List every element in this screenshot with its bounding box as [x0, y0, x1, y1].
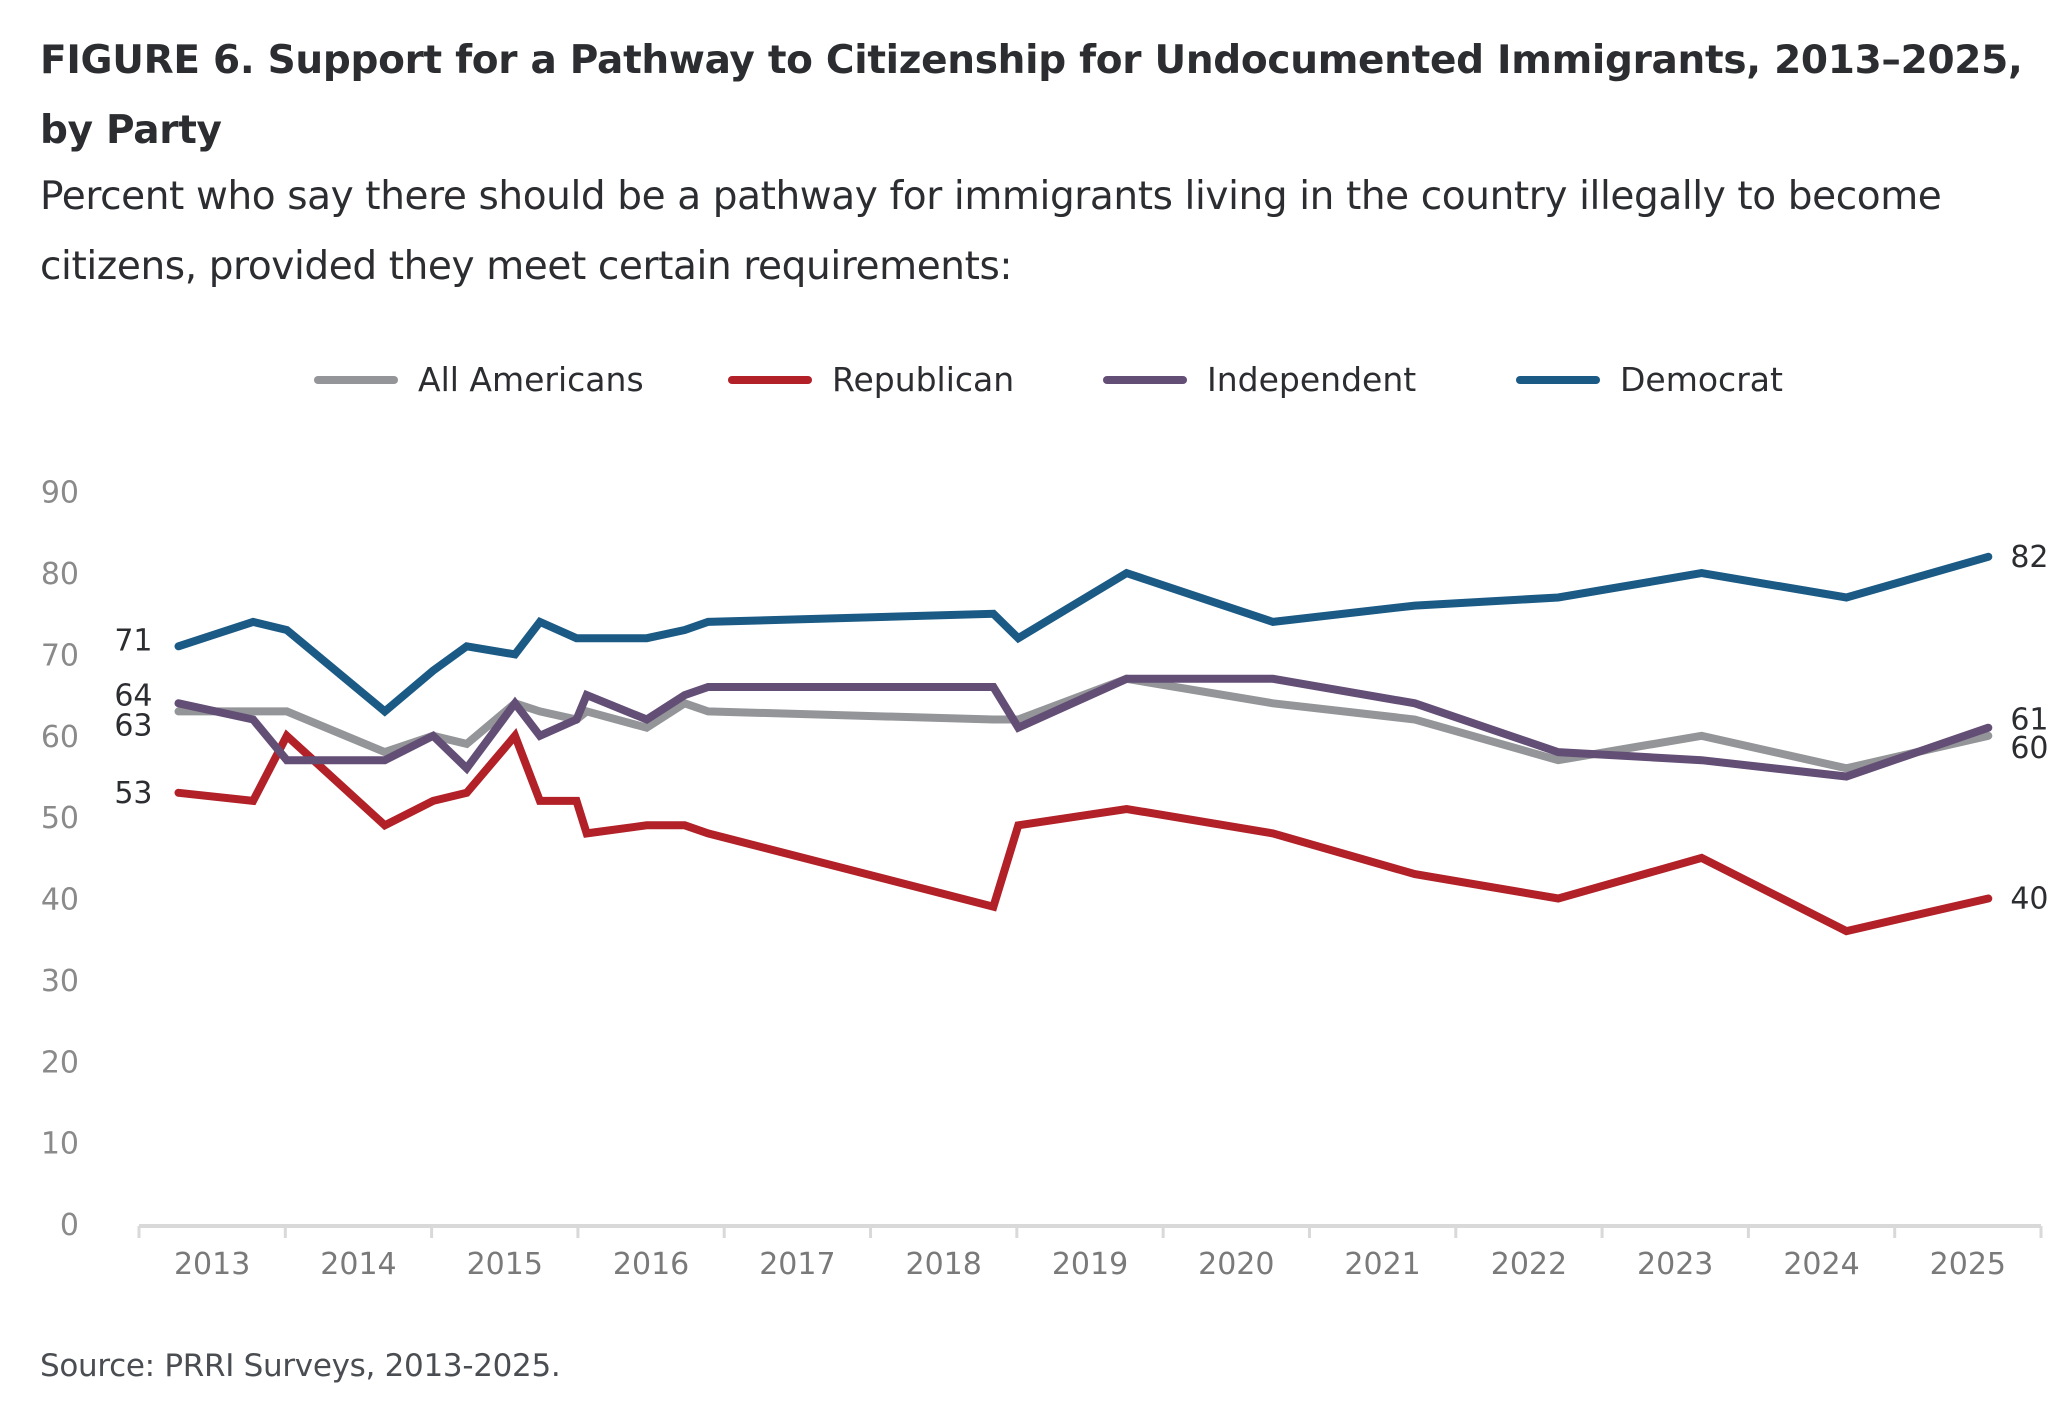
y-tick-label: 70 — [41, 638, 79, 673]
y-tick-label: 10 — [41, 1127, 79, 1162]
series-line-independent — [174, 674, 1993, 781]
y-axis: 0 10 20 30 40 50 60 70 80 90 — [41, 476, 79, 1243]
x-tick-label: 2024 — [1783, 1247, 1859, 1282]
x-tick-label: 2025 — [1930, 1247, 2006, 1282]
data-labels: 63 60 53 40 64 61 71 82 — [114, 540, 2048, 917]
x-tick-label: 2017 — [759, 1247, 835, 1282]
x-axis: 2013 2014 2015 2016 2017 2018 2019 2020 2021 2022… — [137, 1224, 2043, 1282]
x-tick-label: 2020 — [1198, 1247, 1274, 1282]
x-tick-label: 2019 — [1052, 1247, 1128, 1282]
end-label-independent: 61 — [2010, 703, 2048, 738]
series-line-republican — [174, 728, 1993, 936]
start-label-republican: 53 — [114, 776, 152, 811]
y-tick-label: 40 — [41, 883, 79, 918]
legend-label-republican: Republican — [832, 360, 1014, 399]
y-tick-label: 60 — [41, 720, 79, 755]
x-tick-label: 2016 — [613, 1247, 689, 1282]
start-label-all-americans: 63 — [114, 708, 152, 743]
x-tick-label: 2013 — [174, 1247, 250, 1282]
y-tick-label: 20 — [41, 1045, 79, 1080]
y-tick-label: 0 — [60, 1208, 79, 1243]
chart-subtitle: Percent who say there should be a pathwa… — [40, 174, 1942, 289]
series-lines — [174, 552, 1993, 936]
x-tick-label: 2023 — [1637, 1247, 1713, 1282]
y-tick-label: 30 — [41, 964, 79, 999]
x-tick-label: 2021 — [1344, 1247, 1420, 1282]
legend-label-independent: Independent — [1207, 360, 1416, 399]
x-tick-label: 2014 — [320, 1247, 396, 1282]
source-note: Source: PRRI Surveys, 2013-2025. — [40, 1348, 561, 1384]
x-tick-label: 2018 — [906, 1247, 982, 1282]
end-label-all-americans: 60 — [2010, 731, 2048, 766]
start-label-independent: 64 — [114, 678, 152, 713]
legend-label-all-americans: All Americans — [418, 360, 644, 399]
x-tick-label: 2022 — [1491, 1247, 1567, 1282]
y-tick-label: 90 — [41, 476, 79, 511]
x-tick-label: 2015 — [467, 1247, 543, 1282]
end-label-democrat: 82 — [2010, 540, 2048, 575]
start-label-democrat: 71 — [114, 623, 152, 658]
series-line-democrat — [174, 552, 1993, 717]
y-tick-label: 80 — [41, 557, 79, 592]
legend: All Americans Republican Independent Democr… — [314, 360, 1783, 399]
chart-title: FIGURE 6. Support for a Pathway to Citiz… — [40, 38, 2023, 153]
end-label-republican: 40 — [2010, 882, 2048, 917]
y-tick-label: 50 — [41, 801, 79, 836]
legend-label-democrat: Democrat — [1620, 360, 1783, 399]
